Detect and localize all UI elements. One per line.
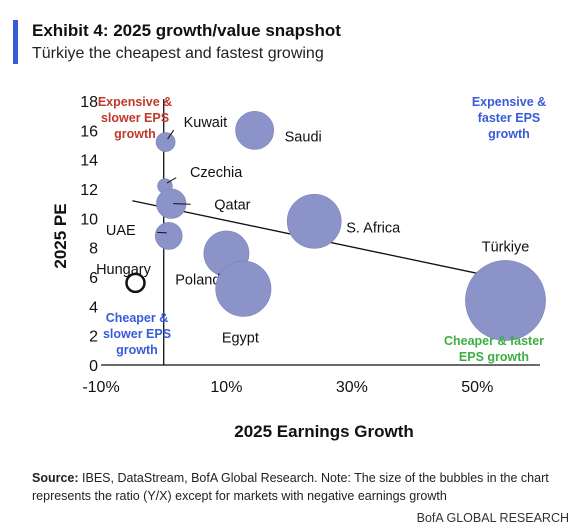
y-tick-label: 6 [89,270,98,287]
bubble-s-africa [286,193,342,249]
point-label: S. Africa [346,220,401,236]
leader-line [173,203,191,205]
x-tick-label: -10% [82,379,119,396]
quadrant-label-bottom-left: slower EPS [103,327,171,341]
quadrant-label-bottom-left: growth [116,343,158,357]
point-label: Hungary [96,262,152,278]
point-label: Qatar [214,198,250,214]
x-tick-label: 30% [336,379,368,396]
x-axis-title: 2025 Earnings Growth [234,422,414,441]
quadrant-label-top-left: growth [114,127,156,141]
quadrant-label-top-left: Expensive & [98,95,172,109]
y-tick-label: 14 [80,153,98,170]
source-label: Source: [32,471,79,485]
point-label: Kuwait [184,115,228,131]
bubble-chart: 0 2 4 6 8 10 12 14 16 18 -10% 10% 30% 50% 2025 Earning… [51,94,546,441]
y-tick-label: 12 [80,182,98,199]
y-tick-label: 2 [89,329,98,346]
bubble-saudi [235,110,275,150]
brand-label: BofA GLOBAL RESEARCH [416,511,569,525]
y-tick-label: 16 [80,123,98,140]
point-label: Egypt [222,331,259,347]
point-label: Türkiye [482,239,530,255]
x-tick-label: 10% [210,379,242,396]
y-axis-title: 2025 PE [51,203,70,268]
point-label: Saudi [285,129,322,145]
point-label: Poland [175,273,220,289]
y-tick-label: 4 [89,299,98,316]
y-tick-label: 18 [80,94,98,111]
leader-line [167,129,175,140]
quadrant-label-bottom-right: EPS growth [459,350,529,364]
chart-title: Exhibit 4: 2025 growth/value snapshot [32,21,341,40]
y-tick-label: 10 [80,211,98,228]
point-label: UAE [106,223,136,239]
x-tick-label: 50% [461,379,493,396]
y-tick-label: 0 [89,358,98,375]
quadrant-label-top-right: faster EPS [478,111,541,125]
quadrant-label-bottom-right: Cheaper & faster [444,334,544,348]
point-label: Czechia [190,165,243,181]
quadrant-label-top-right: growth [488,127,530,141]
bubble-egypt [215,260,272,317]
bubble-hungary [125,272,146,294]
y-tick-label: 8 [89,241,98,258]
leader-line [157,231,167,234]
bubble-kuwait [155,132,176,152]
bubble-uae [154,222,183,250]
title-accent-bar [13,20,18,64]
leader-line [166,177,177,184]
quadrant-label-bottom-left: Cheaper & [106,311,169,325]
source-note: Source: IBES, DataStream, BofA Global Re… [32,469,572,505]
quadrant-label-top-left: slower EPS [101,111,169,125]
chart-subtitle: Türkiye the cheapest and fastest growing [32,45,324,62]
quadrant-label-top-right: Expensive & [472,95,546,109]
source-text: IBES, DataStream, BofA Global Research. … [32,471,549,503]
bubble-t-rkiye [465,260,546,341]
